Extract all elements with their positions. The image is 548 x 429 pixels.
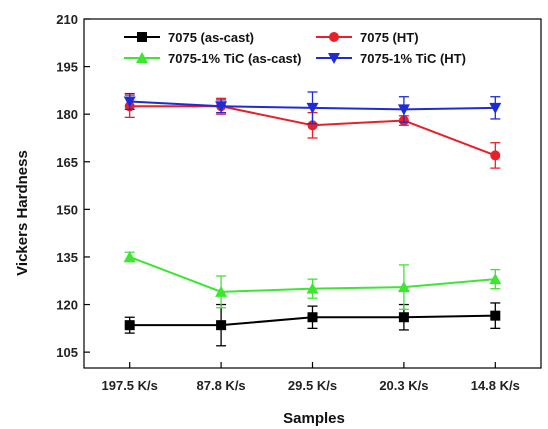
x-tick-label: 197.5 K/s (102, 378, 158, 393)
data-point (306, 282, 319, 294)
legend-item-1: 7075 (as-cast) (124, 30, 254, 45)
x-tick-label: 29.5 K/s (288, 378, 337, 393)
y-tick-label: 150 (56, 202, 78, 217)
data-point (124, 320, 135, 331)
legend-label: 7075-1% TiC (HT) (360, 51, 466, 66)
data-point (489, 273, 502, 285)
data-point (215, 101, 228, 113)
legend-item-3: 7075-1% TiC (as-cast) (124, 51, 301, 66)
data-point (123, 96, 136, 108)
y-tick-label: 165 (56, 155, 78, 170)
series-1 (124, 302, 501, 347)
series-4 (123, 91, 502, 125)
x-tick-label: 14.8 K/s (471, 378, 520, 393)
legend: 7075 (as-cast) 7075 (HT) 7075-1% TiC (as-c… (124, 30, 466, 66)
y-tick-label: 180 (56, 107, 78, 122)
legend-label: 7075 (as-cast) (168, 30, 254, 45)
data-point (216, 320, 227, 331)
data-point (490, 150, 501, 161)
y-tick-label: 135 (56, 250, 78, 265)
y-tick-label: 105 (56, 345, 78, 360)
data-point (215, 285, 228, 297)
data-point (490, 310, 501, 321)
y-tick-label: 210 (56, 12, 78, 27)
legend-marker (329, 32, 339, 42)
legend-marker (137, 32, 147, 42)
y-tick-label: 195 (56, 60, 78, 75)
legend-item-2: 7075 (HT) (316, 30, 419, 45)
x-tick-label: 87.8 K/s (197, 378, 246, 393)
legend-marker (136, 52, 148, 63)
x-axis-title: Samples (283, 410, 345, 427)
axes: 105 120 135 150 165 180 195 210 197.5 K/s 87.8 K/… (56, 12, 542, 393)
y-axis-title: Vickers Hardness (14, 150, 31, 276)
series-layer (123, 91, 502, 347)
data-point (397, 281, 410, 293)
y-tick-label: 120 (56, 298, 78, 313)
legend-item-4: 7075-1% TiC (HT) (316, 51, 466, 66)
data-point (398, 312, 409, 323)
data-point (307, 312, 318, 323)
x-tick-label: 20.3 K/s (379, 378, 428, 393)
legend-label: 7075-1% TiC (as-cast) (168, 51, 301, 66)
legend-marker (328, 53, 340, 64)
data-point (306, 102, 319, 114)
data-point (307, 120, 318, 131)
data-point (397, 104, 410, 116)
data-point (489, 102, 502, 114)
series-3 (123, 250, 502, 310)
legend-label: 7075 (HT) (360, 30, 419, 45)
data-point (123, 250, 136, 262)
